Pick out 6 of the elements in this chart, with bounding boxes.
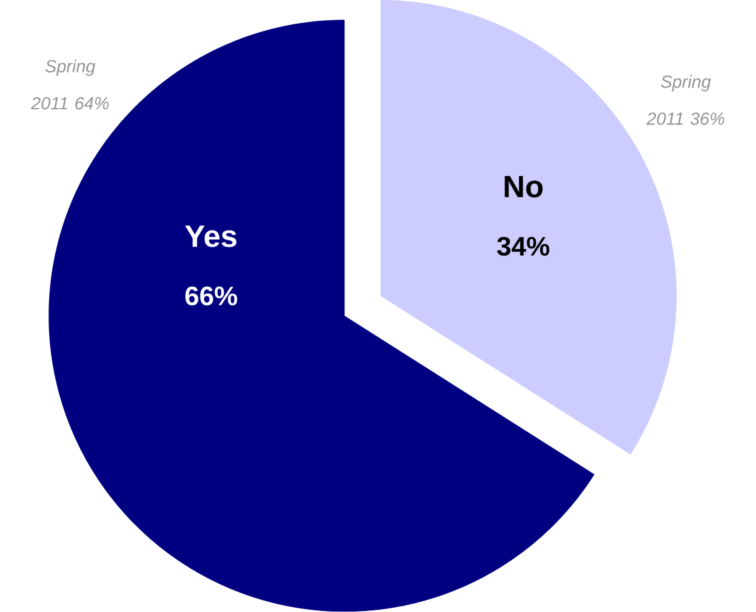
data-label: 66%: [185, 286, 238, 306]
slice-label: No: [504, 176, 543, 198]
text: Spring 2011 36%: [646, 75, 724, 126]
slice-label: Yes: [185, 226, 236, 248]
data-label: 34%: [497, 236, 550, 256]
text: Spring 2011 64%: [30, 60, 109, 110]
